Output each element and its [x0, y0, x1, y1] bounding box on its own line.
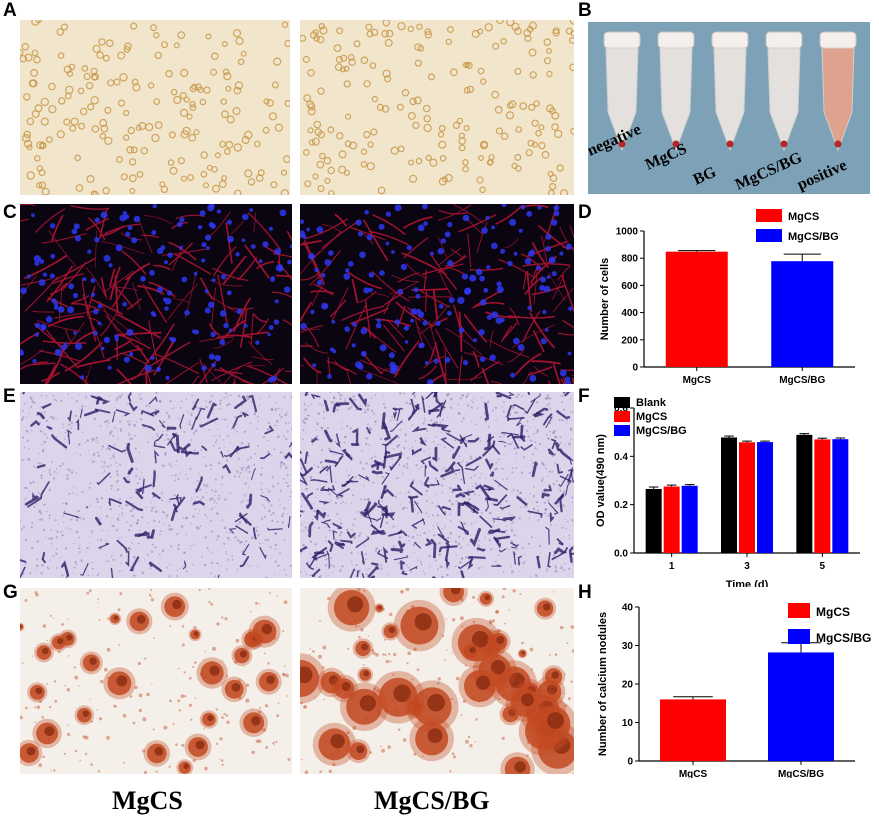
tube-label-3: MgCS/BG: [733, 149, 805, 194]
tube-1: [657, 31, 695, 152]
micrograph-alizarin-mgcs: [20, 588, 292, 774]
legend-label: MgCS/BG: [788, 231, 839, 243]
micrograph-fluorescence-mgcs-bg: [300, 204, 574, 384]
legend-label: MgCS: [636, 411, 667, 423]
x-tick-label: 5: [820, 561, 826, 572]
bar: [645, 488, 662, 553]
chart-d-cell-number: 0 200 400 600 800 1000 Number of cells MgCS MgCS…: [599, 209, 855, 385]
micrograph-hemolysis-mgcs: [20, 20, 290, 195]
caption-right: MgCS/BG: [374, 786, 490, 815]
caption-left: MgCS: [112, 786, 183, 815]
bar: [796, 434, 813, 553]
micrograph-crystal-violet-mgcs-bg: [300, 392, 574, 578]
tube-label-1: MgCS: [643, 140, 690, 173]
y-tick-label: 0: [632, 363, 638, 374]
x-tick-label: MgCS/BG: [779, 375, 825, 385]
bar: [771, 261, 834, 367]
bar: [768, 652, 834, 761]
legend-swatch: [756, 229, 782, 242]
chart-f-od-value: 0.0 0.2 0.4 0.6 OD value(490 nm) Time (d) 1 3 5 B…: [595, 397, 860, 587]
x-tick-label: MgCS: [679, 769, 708, 778]
tube-0: [603, 31, 641, 152]
x-axis-label: Time (d): [726, 579, 769, 587]
panel-label-d: D: [578, 202, 592, 223]
panel-label-f: F: [578, 386, 590, 407]
y-tick-label: 800: [621, 254, 638, 265]
legend-swatch: [788, 603, 810, 618]
x-tick-label: MgCS: [683, 375, 712, 385]
panel-label-b: B: [578, 0, 592, 21]
x-tick-label: 3: [744, 561, 750, 572]
y-tick-label: 0.4: [614, 452, 628, 463]
y-axis-label: OD value(490 nm): [595, 434, 607, 527]
y-tick-label: 40: [622, 603, 634, 614]
y-tick-label: 1000: [616, 227, 639, 238]
tube-label-2: BG: [691, 163, 720, 188]
x-tick-label: MgCS/BG: [778, 769, 824, 778]
legend-swatch: [756, 209, 782, 222]
panel-label-h: H: [578, 582, 592, 603]
legend-swatch: [614, 397, 630, 408]
hemolysis-tubes-photo: negative MgCS BG MgCS/BG positive: [588, 22, 870, 194]
bar: [663, 486, 680, 553]
micrograph-hemolysis-mgcs-bg: [300, 20, 574, 195]
tube-2: [711, 31, 749, 152]
y-tick-label: 400: [621, 308, 638, 319]
legend-label: MgCS/BG: [636, 425, 687, 437]
y-tick-label: 0.2: [614, 500, 628, 511]
y-tick-label: 0.0: [614, 549, 628, 560]
tube-4: [819, 31, 857, 152]
legend-label: MgCS/BG: [816, 631, 871, 645]
bar: [757, 442, 773, 553]
x-tick-label: 1: [669, 561, 675, 572]
micrograph-crystal-violet-mgcs: [20, 392, 292, 578]
y-tick-label: 10: [622, 718, 634, 729]
bar: [660, 699, 726, 761]
y-tick-label: 600: [621, 281, 638, 292]
y-tick-label: 20: [622, 680, 634, 691]
chart-h-calcium-nodules: 0 10 20 30 40 Number of calcium nodules MgCS Mg…: [597, 603, 871, 779]
panel-label-c: C: [3, 202, 17, 223]
legend-label: MgCS: [816, 605, 850, 619]
y-tick-label: 200: [621, 335, 638, 346]
y-tick-label: 0.6: [614, 404, 628, 415]
bar: [739, 442, 755, 553]
bar: [814, 439, 831, 553]
legend-swatch: [788, 629, 810, 644]
bar: [665, 251, 728, 367]
y-axis-label: Number of calcium nodules: [597, 612, 609, 756]
legend-swatch: [614, 411, 630, 422]
panel-label-e: E: [3, 386, 16, 407]
y-tick-label: 0: [627, 757, 633, 768]
panel-label-g: G: [3, 582, 18, 603]
y-axis-label: Number of cells: [599, 258, 611, 341]
bar: [721, 437, 737, 553]
bar: [681, 485, 698, 553]
micrograph-alizarin-mgcs-bg: [300, 588, 574, 774]
y-tick-label: 30: [622, 641, 634, 652]
bar: [832, 439, 849, 553]
legend-label: Blank: [636, 397, 667, 409]
micrograph-fluorescence-mgcs: [20, 204, 292, 384]
tube-3: [765, 31, 803, 152]
legend-swatch: [614, 425, 630, 436]
panel-label-a: A: [3, 0, 17, 21]
legend-label: MgCS: [788, 211, 819, 223]
